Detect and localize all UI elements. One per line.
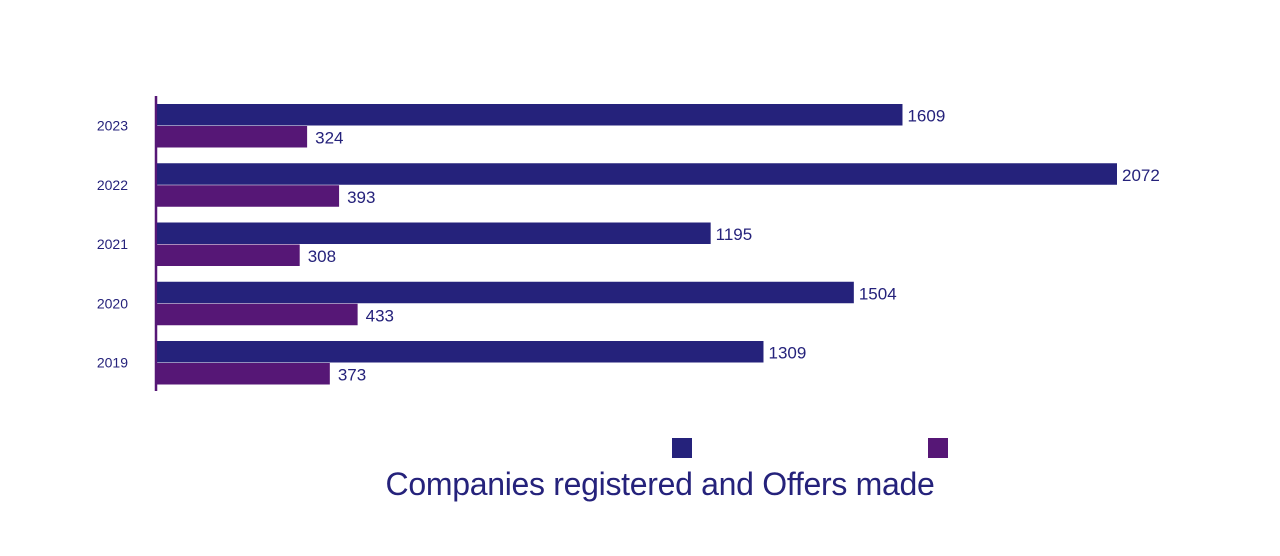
- bar-2021-series-2: [157, 244, 300, 266]
- value-label-2019-series-1: 1309: [768, 344, 806, 363]
- bar-2023-series-2: [157, 126, 308, 148]
- value-label-2023-series-1: 1609: [907, 107, 945, 126]
- bars-group: [157, 104, 1117, 385]
- value-label-2020-series-1: 1504: [859, 284, 897, 303]
- value-label-2019-series-2: 373: [338, 366, 366, 385]
- legend-swatch-series-2: [928, 438, 948, 458]
- chart-title: Companies registered and Offers made: [385, 466, 935, 502]
- bar-2019-series-1: [157, 341, 764, 363]
- value-label-2022-series-2: 393: [347, 188, 375, 207]
- value-label-2023-series-2: 324: [315, 129, 343, 148]
- category-label-2019: 2019: [97, 355, 128, 371]
- labels-group: 2023 1609 324 2022 2072 393 2021 1195 308 2020 150…: [97, 107, 1160, 385]
- bar-2021-series-1: [157, 222, 711, 244]
- bar-2022-series-1: [157, 163, 1117, 185]
- category-label-2023: 2023: [97, 118, 128, 134]
- bar-2022-series-2: [157, 185, 340, 207]
- category-label-2021: 2021: [97, 236, 128, 252]
- bar-2023-series-1: [157, 104, 903, 126]
- value-label-2020-series-2: 433: [366, 306, 394, 325]
- category-label-2022: 2022: [97, 177, 128, 193]
- value-label-2021-series-2: 308: [308, 247, 336, 266]
- bar-2020-series-2: [157, 303, 358, 326]
- bar-2020-series-1: [157, 281, 854, 304]
- value-label-2022-series-1: 2072: [1122, 166, 1160, 185]
- category-label-2020: 2020: [97, 295, 128, 311]
- value-label-2021-series-1: 1195: [716, 225, 753, 244]
- bar-2019-series-2: [157, 363, 330, 385]
- legend-swatch-series-1: [672, 438, 692, 458]
